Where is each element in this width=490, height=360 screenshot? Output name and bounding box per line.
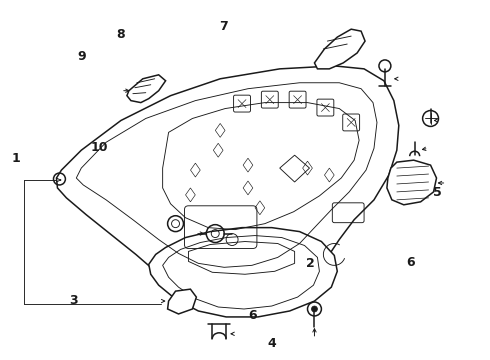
Text: 7: 7 — [219, 20, 227, 33]
Polygon shape — [56, 66, 399, 296]
Text: 6: 6 — [406, 256, 415, 269]
Polygon shape — [168, 289, 196, 314]
Text: 10: 10 — [90, 141, 108, 154]
Polygon shape — [387, 160, 437, 205]
Text: 1: 1 — [11, 152, 20, 165]
Text: 6: 6 — [248, 309, 257, 322]
Text: 4: 4 — [268, 337, 276, 350]
Text: 8: 8 — [117, 28, 125, 41]
Text: 5: 5 — [433, 186, 441, 199]
Text: 9: 9 — [78, 50, 86, 63]
Text: 3: 3 — [70, 294, 78, 307]
Text: 2: 2 — [306, 257, 315, 270]
Polygon shape — [315, 29, 365, 69]
Circle shape — [312, 306, 318, 312]
Polygon shape — [149, 228, 337, 317]
Polygon shape — [127, 75, 166, 103]
